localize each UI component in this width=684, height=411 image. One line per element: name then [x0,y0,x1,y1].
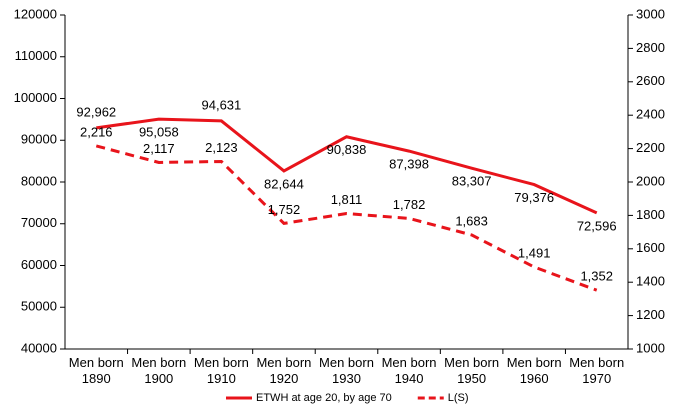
data-label: 1,352 [580,269,613,284]
data-label: 1,782 [393,197,426,212]
y2-tick-label: 1800 [636,207,665,222]
x-tick-label: Men born 1940 [381,355,437,386]
data-label: 72,596 [577,218,617,233]
y2-tick-label: 1400 [636,274,665,289]
data-label: 1,752 [268,202,301,217]
y-tick-label: 110000 [15,48,57,63]
y-tick-label: 90000 [21,132,57,147]
x-tick-label: Men born 1970 [569,355,625,386]
y-tick-label: 60000 [21,257,57,272]
y2-tick-label: 1200 [636,307,665,322]
y2-tick-label: 2000 [636,173,665,188]
y2-tick-label: 2200 [636,140,665,155]
y-tick-label: 50000 [21,299,57,314]
data-label: 1,491 [518,245,551,260]
line-series [96,117,598,215]
y2-tick-label: 2800 [636,40,665,55]
data-label: 1,811 [331,192,363,207]
data-label: 1,683 [455,213,488,228]
y-tick-label: 70000 [21,215,57,230]
y2-tick-label: 2600 [636,73,665,88]
data-label: 95,058 [139,125,179,140]
y-tick-label: 80000 [21,173,57,188]
data-label: 2,123 [205,140,238,155]
x-tick-label: Men born 1960 [506,355,562,386]
line-series [95,144,598,292]
x-tick-label: Men born 1890 [68,355,124,386]
x-tick-label: Men born 1930 [319,355,374,386]
data-label: 90,838 [327,142,367,157]
y-tick-label: 40000 [21,340,57,355]
legend-label: L(S) [448,392,469,404]
y2-tick-label: 1600 [636,240,665,255]
x-tick-label: Men born 1900 [131,355,187,386]
data-label: 87,398 [389,157,429,172]
data-label: 92,962 [76,104,116,119]
data-label: 2,216 [80,124,113,139]
x-tick-label: Men born 1910 [193,355,249,386]
legend-label: ETWH at age 20, by age 70 [256,392,392,404]
data-label: 2,117 [143,141,175,156]
y2-tick-label: 2400 [636,107,665,122]
data-label: 83,307 [452,174,492,189]
y-tick-label: 100000 [14,90,57,105]
y-tick-label: 120000 [14,6,57,21]
data-label: 79,376 [514,190,554,205]
x-tick-label: Men born 1950 [444,355,500,386]
data-label: 82,644 [264,176,304,191]
x-tick-label: Men born 1920 [256,355,312,386]
y2-tick-label: 3000 [636,6,665,21]
data-label: 94,631 [202,97,242,112]
y2-tick-label: 1000 [636,340,665,355]
